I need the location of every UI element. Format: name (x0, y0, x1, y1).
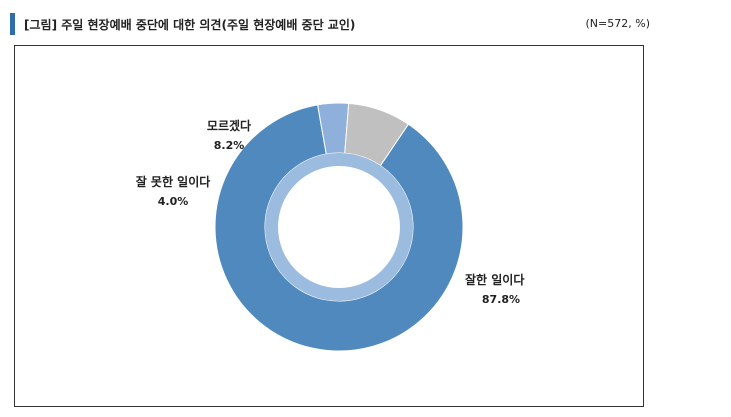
slice-value-good: 87.8% (482, 293, 520, 306)
slice-label-bad: 잘 못한 일이다 (136, 174, 211, 189)
chart-title: [그림] 주일 현장예배 중단에 대한 의견(주일 현장예배 중단 교인) (24, 18, 356, 32)
chart-header: [그림] 주일 현장예배 중단에 대한 의견(주일 현장예배 중단 교인) (N… (10, 12, 650, 38)
sample-size-note: (N=572, %) (585, 17, 650, 30)
slice-label-good: 잘한 일이다 (465, 272, 524, 287)
donut-chart: 잘한 일이다 87.8% 잘 못한 일이다 4.0% 모르겠다 8.2% (136, 102, 524, 352)
chart-frame: 잘한 일이다 87.8% 잘 못한 일이다 4.0% 모르겠다 8.2% (14, 45, 644, 407)
donut-center-hole (278, 166, 400, 288)
slice-value-bad: 4.0% (158, 195, 189, 208)
slice-label-unknown: 모르겠다 (207, 118, 251, 133)
title-accent-bar (10, 13, 15, 35)
slice-value-unknown: 8.2% (214, 139, 245, 152)
